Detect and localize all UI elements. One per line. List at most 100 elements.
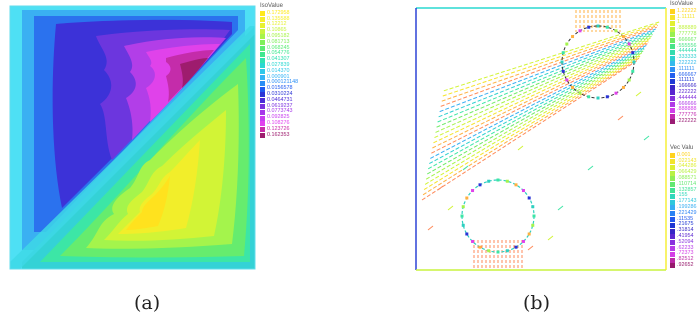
- caption-b: (b): [523, 292, 550, 314]
- cylinder-marker: [571, 35, 575, 39]
- legend-a-label: 0.123726: [267, 125, 290, 132]
- legend-a-entry: 0.123726: [260, 125, 298, 133]
- legend-b-vector-swatch: [670, 205, 675, 211]
- legend-b-isovalue-swatch: [670, 113, 675, 119]
- cylinder-marker: [461, 223, 465, 227]
- legend-a-label: 0.014370: [267, 67, 290, 74]
- legend-b-vector-label: .066429: [677, 169, 697, 176]
- legend-b-isovalue-entry: .888888: [670, 107, 697, 113]
- legend-a-label: 0.068245: [267, 44, 290, 51]
- legend-a-swatch: [260, 28, 265, 34]
- streamline: [436, 34, 653, 128]
- legend-b-vector-entry: .132857: [670, 187, 697, 194]
- legend-a-entry: 0.054776: [260, 51, 298, 57]
- legend-b-vector-swatch: [670, 240, 675, 246]
- legend-a-swatch: [260, 69, 265, 75]
- legend-a-entry: 0.095182: [260, 33, 298, 40]
- legend-b-isovalue-swatch: [670, 78, 675, 84]
- legend-b-isovalue-label: .888889: [677, 25, 697, 32]
- legend-a-label: 0.135588: [267, 15, 290, 22]
- panel-a: IsoValue 0.172958 0.135588 0.12212 0.10865 0…: [0, 0, 320, 275]
- cylinder-marker: [631, 51, 635, 55]
- legend-a-entry: 0.092825: [260, 114, 298, 121]
- legend-a-entry: 0.068245: [260, 44, 298, 52]
- legend-b-isovalue-entry: .777776: [670, 112, 697, 119]
- cylinder-marker: [465, 232, 469, 236]
- cylinder-marker: [614, 29, 618, 33]
- legend-b-vector-label: .72373: [677, 250, 694, 257]
- legend-b-isovalue-swatch: [670, 14, 675, 20]
- legend-b-isovalue-label: 1: [677, 19, 680, 26]
- plot-background-b: [416, 8, 666, 270]
- legend-b-isovalue-label: .333333: [677, 54, 697, 61]
- cylinder-marker: [571, 85, 575, 89]
- cylinder-marker: [471, 239, 475, 243]
- legend-b-isovalue-label: .777778: [677, 30, 697, 37]
- contour-band-13: [104, 110, 226, 241]
- cylinder-marker: [565, 78, 569, 82]
- vector-arrow: [547, 235, 554, 241]
- cylinder-marker: [627, 78, 631, 82]
- legend-a-swatch: [260, 92, 265, 98]
- legend-a-entry: 0.10865: [260, 27, 298, 34]
- legend-a-title: IsoValue: [260, 3, 283, 9]
- legend-b-vector-label: .62233: [677, 244, 694, 251]
- legend-a-entry: 0.162353: [260, 132, 298, 139]
- cylinder-marker: [561, 69, 565, 73]
- legend-a-entry: 0.0773743: [260, 109, 298, 115]
- streamline: [421, 59, 639, 201]
- legend-b-isovalue-swatch: [670, 67, 675, 73]
- cylinder-marker: [596, 24, 600, 28]
- legend-a-entry: 0.0156578: [260, 85, 298, 92]
- legend-a-swatch: [260, 121, 265, 127]
- cylinder-marker: [496, 178, 500, 182]
- legend-b-isovalue-label: .555556: [677, 42, 697, 49]
- cylinder-marker: [505, 249, 509, 253]
- legend-a-swatch: [260, 16, 265, 22]
- legend-b-isovalue-label: .166666: [677, 83, 697, 90]
- streamline: [441, 24, 658, 102]
- legend-b-vector-swatch: [670, 199, 675, 205]
- legend-b-isovalue-swatch: [670, 38, 675, 44]
- legend-b-isovalue-label: .444444: [677, 48, 697, 55]
- vector-field: [421, 10, 660, 268]
- cylinder-markers: [460, 24, 636, 254]
- cylinder-marker: [565, 42, 569, 46]
- cylinder-marker: [578, 91, 582, 95]
- streamline: [430, 44, 647, 159]
- legend-b-vector-entry: .31814: [670, 227, 697, 234]
- legend-b-vector-label: .11535: [677, 215, 694, 222]
- legend-a-entry: 0.172958: [260, 9, 298, 17]
- contour-band-15: [126, 176, 170, 230]
- legend-a-label: 0.172958: [267, 9, 290, 16]
- contour-plot-a: [9, 5, 256, 270]
- legend-b-isovalue-swatch: [670, 61, 675, 67]
- cylinder-marker: [605, 25, 609, 29]
- legend-b-isovalue-swatch: [670, 32, 675, 38]
- legend-b-isovalue-entry: 1.22222: [670, 8, 697, 15]
- vector-arrow: [517, 145, 524, 151]
- panel-b: IsoValue 1.22222 1.11111 1.888889.777778.6…: [408, 0, 697, 275]
- legend-a-swatch: [260, 11, 265, 17]
- vector-arrow: [462, 165, 469, 171]
- legend-a-swatch: [260, 80, 265, 86]
- legend-b-isovalue-swatch: [670, 49, 675, 55]
- legend-b-isovalue-entry: .333333: [670, 54, 697, 61]
- streamline: [439, 28, 656, 113]
- legend-b-vector-label: .110714: [677, 180, 697, 187]
- streamline: [435, 35, 652, 133]
- legend-b-isovalue-entry: .444444: [670, 95, 697, 102]
- legend-b-isovalue-entry: 1.11111: [670, 14, 697, 21]
- legend-b-isovalue-label: .222222: [677, 88, 697, 95]
- legend-a-entry: 0.000121148: [260, 80, 298, 86]
- legend-a-label: 0.054776: [267, 50, 290, 57]
- legend-a-label: 0.0156578: [267, 85, 293, 92]
- vector-arrow: [557, 205, 564, 211]
- diagonal-band: [10, 26, 255, 269]
- cylinder-marker: [505, 179, 509, 183]
- cylinder-marker: [496, 250, 500, 254]
- legend-b-isovalue-swatch: [670, 20, 675, 26]
- streamline: [440, 26, 657, 107]
- streamline: [427, 48, 645, 170]
- legend-b-vector-entry: .177143: [670, 198, 697, 205]
